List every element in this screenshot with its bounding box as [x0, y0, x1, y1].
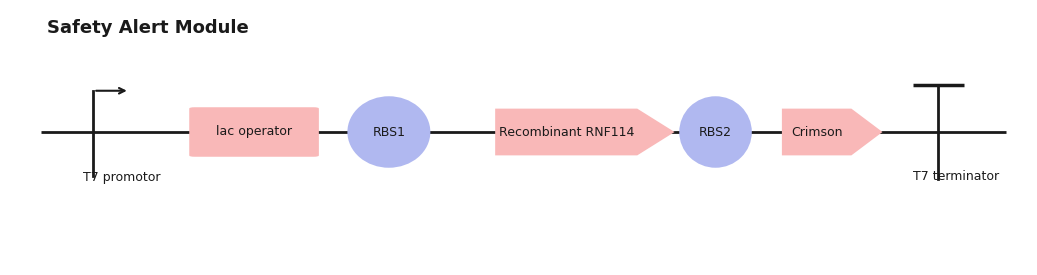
Text: Crimson: Crimson — [791, 125, 842, 139]
Text: Safety Alert Module: Safety Alert Module — [47, 19, 249, 37]
Text: lac operator: lac operator — [216, 125, 292, 139]
Text: T7 promotor: T7 promotor — [83, 170, 161, 183]
FancyBboxPatch shape — [189, 107, 319, 157]
Polygon shape — [782, 109, 882, 155]
Text: Recombinant RNF114: Recombinant RNF114 — [499, 125, 634, 139]
Text: RBS1: RBS1 — [372, 125, 405, 139]
Polygon shape — [496, 109, 675, 155]
Text: RBS2: RBS2 — [699, 125, 732, 139]
Ellipse shape — [679, 96, 752, 168]
Text: T7 terminator: T7 terminator — [913, 170, 999, 183]
Ellipse shape — [347, 96, 430, 168]
